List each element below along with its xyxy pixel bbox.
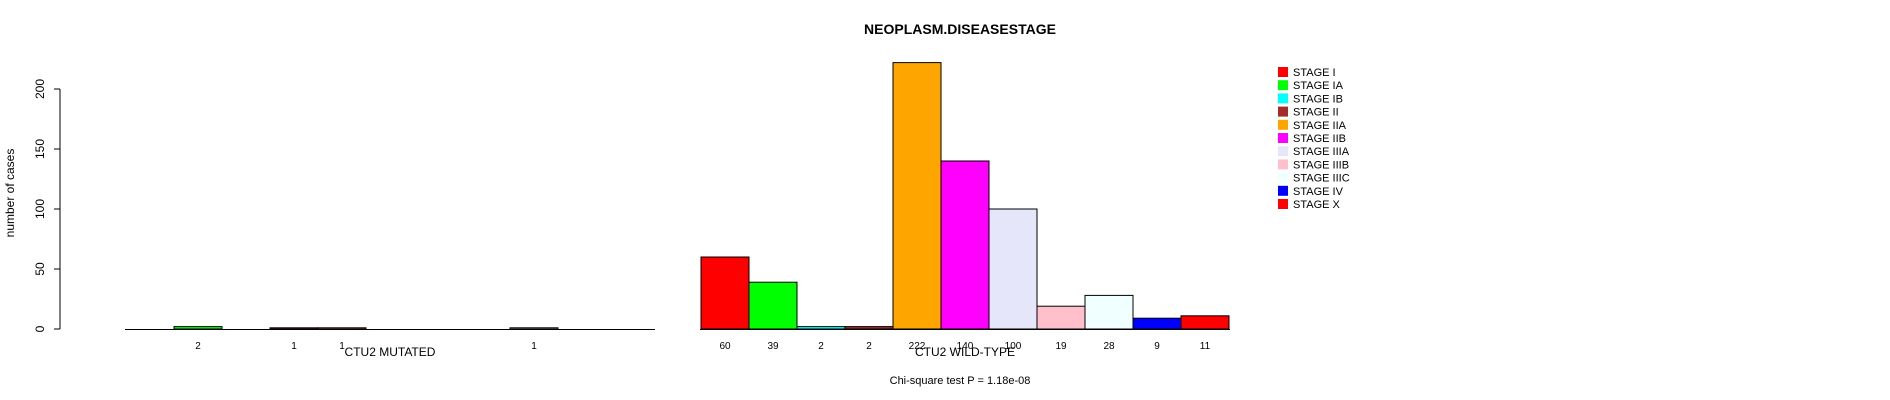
legend-swatch xyxy=(1278,185,1288,196)
legend-label: STAGE IIIA xyxy=(1293,146,1350,158)
legend-label: STAGE I xyxy=(1293,67,1336,79)
bar-stage-iia xyxy=(317,327,367,330)
y-tick-label: 50 xyxy=(33,262,47,276)
bar-stage-ia xyxy=(173,326,223,330)
legend-label: STAGE IB xyxy=(1293,93,1343,105)
count-label: 39 xyxy=(767,341,779,352)
legend-swatch xyxy=(1278,159,1288,170)
legend-swatch xyxy=(1278,93,1288,104)
legend-label: STAGE IIA xyxy=(1293,120,1347,132)
legend-label: STAGE IIIB xyxy=(1293,159,1349,171)
bar-stage-x xyxy=(1180,315,1230,330)
count-label: 2 xyxy=(818,341,824,352)
y-tick-label: 150 xyxy=(33,139,47,159)
legend-label: STAGE IIB xyxy=(1293,133,1346,145)
count-label: 1 xyxy=(291,341,297,352)
y-tick-label: 200 xyxy=(33,79,47,99)
legend-swatch xyxy=(1278,80,1288,91)
legend-label: STAGE IV xyxy=(1293,186,1344,198)
legend-swatch xyxy=(1278,146,1288,157)
chi-square-footer: Chi-square test P = 1.18e-08 xyxy=(890,375,1031,387)
legend-swatch xyxy=(1278,133,1288,143)
count-label: 1 xyxy=(339,341,345,352)
bar-stage-iv xyxy=(1132,317,1182,330)
legend-swatch xyxy=(1278,119,1288,130)
x-axis-label: CTU2 MUTATED xyxy=(345,345,436,359)
y-tick-label: 100 xyxy=(33,199,47,219)
count-label: 140 xyxy=(957,341,974,352)
legend-label: STAGE IA xyxy=(1293,80,1344,92)
bar-stage-ia xyxy=(748,281,798,330)
count-label: 2 xyxy=(866,341,872,352)
chart-title: NEOPLASM.DISEASESTAGE xyxy=(864,21,1056,37)
count-label: 2 xyxy=(195,341,201,352)
bar-stage-i xyxy=(700,256,750,330)
count-label: 28 xyxy=(1103,341,1115,352)
bar-stage-iiic xyxy=(509,327,559,330)
bar-stage-iib xyxy=(940,160,990,330)
legend-label: STAGE X xyxy=(1293,199,1341,211)
bar-stage-ii xyxy=(844,326,894,330)
legend-label: STAGE IIIC xyxy=(1293,173,1350,185)
count-label: 1 xyxy=(531,341,537,352)
legend-label: STAGE II xyxy=(1293,107,1339,119)
y-axis: 0 50 100 150 200 xyxy=(33,79,61,332)
bar-stage-ib xyxy=(796,326,846,330)
count-label: 222 xyxy=(909,341,926,352)
bar-stage-ii xyxy=(269,327,319,330)
bar-stage-iiia xyxy=(988,208,1038,330)
count-label: 60 xyxy=(719,341,731,352)
legend-swatch xyxy=(1278,106,1288,117)
count-label: 100 xyxy=(1005,341,1022,352)
count-label: 19 xyxy=(1055,341,1067,352)
legend-swatch xyxy=(1278,172,1288,183)
x-axis-label: CTU2 WILD-TYPE xyxy=(915,345,1015,359)
legend-swatch xyxy=(1278,199,1288,209)
bar-stage-iia xyxy=(892,62,942,330)
bar-stage-iiib xyxy=(1036,305,1086,330)
count-label: 9 xyxy=(1154,341,1160,352)
legend-swatch xyxy=(1278,67,1288,77)
y-tick-label: 0 xyxy=(33,325,47,332)
count-label: 11 xyxy=(1200,341,1211,352)
bar-stage-iiic xyxy=(1084,294,1134,330)
y-axis-label: number of cases xyxy=(3,149,17,238)
